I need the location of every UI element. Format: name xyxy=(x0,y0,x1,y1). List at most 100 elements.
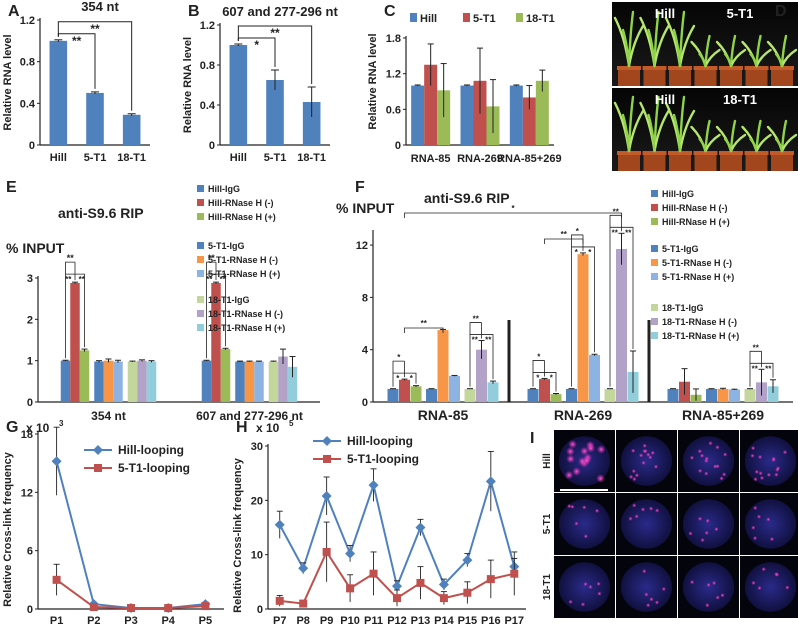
significance-label: * xyxy=(537,352,541,361)
x-tick-label: RNA-85+269 xyxy=(682,407,764,423)
chart-title: 354 nt xyxy=(81,0,119,14)
fluorescent-spot xyxy=(753,536,758,541)
fluorescent-spot xyxy=(642,569,647,574)
significance-label: ** xyxy=(752,364,759,373)
bar xyxy=(244,361,255,402)
bar xyxy=(268,361,279,402)
axis-multiplier-exponent: 3 xyxy=(59,419,64,428)
significance-label: * xyxy=(550,373,554,382)
data-point xyxy=(274,519,285,530)
legend-label: 18-T1-RNase H (+) xyxy=(662,331,739,341)
fluorescent-spot xyxy=(708,441,713,446)
bar xyxy=(94,361,104,402)
fluorescent-spot xyxy=(704,456,709,461)
fluorescent-spot xyxy=(785,585,790,590)
significance-bracket xyxy=(65,261,75,359)
chart-title: anti-S9.6 RIP xyxy=(424,190,510,206)
data-point xyxy=(51,456,62,467)
significance-bracket xyxy=(65,273,85,348)
bar xyxy=(410,386,422,402)
bar xyxy=(487,382,499,402)
significance-label: ** xyxy=(90,22,100,36)
bar xyxy=(566,388,577,402)
panel-letter-g: G xyxy=(6,419,18,436)
data-point xyxy=(415,522,426,533)
fluorescent-spot xyxy=(715,445,720,450)
fluorescent-spot xyxy=(595,508,600,513)
leaf xyxy=(723,52,733,68)
pot xyxy=(643,151,666,171)
pot-rim xyxy=(617,151,641,155)
x-tick-label: P10 xyxy=(340,615,360,624)
significance-label: ** xyxy=(67,253,75,263)
significance-label: * xyxy=(410,374,414,383)
y-tick-label: 1.8 xyxy=(386,33,401,45)
fluorescent-spot xyxy=(698,468,703,473)
fluorescent-spot xyxy=(700,453,705,458)
panel-d: Hill 5-T1 Hill 18-T1 xyxy=(612,2,798,171)
y-tick-label: 18 xyxy=(21,429,33,441)
fluorescent-spot xyxy=(705,603,710,608)
panel-letter-e: E xyxy=(6,179,17,196)
nucleus xyxy=(744,499,797,549)
micrograph-cell xyxy=(740,493,798,555)
significance-bracket xyxy=(750,362,774,378)
data-point xyxy=(392,581,402,592)
fluorescent-spot xyxy=(640,507,645,512)
bar xyxy=(729,389,740,402)
fluorescent-spot xyxy=(650,450,655,455)
bar xyxy=(211,282,221,402)
fluorescent-spot xyxy=(761,567,766,572)
bar xyxy=(527,388,539,402)
y-tick-label: 1.2 xyxy=(200,20,215,32)
x-tick-label: 354 nt xyxy=(91,409,126,423)
bar xyxy=(522,97,536,145)
bar xyxy=(70,282,80,402)
legend-label: 5-T1-IgG xyxy=(662,244,699,254)
fluorescent-spot xyxy=(655,600,660,605)
panel-letter-c: C xyxy=(384,3,396,20)
significance-bracket xyxy=(392,360,405,387)
legend-label: 5-T1-RNase H (+) xyxy=(662,272,734,282)
data-point xyxy=(299,599,308,608)
fluorescent-spot xyxy=(723,452,728,457)
legend-label: 18-T1 xyxy=(526,13,555,25)
significance-label: ** xyxy=(421,319,428,328)
legend-swatch xyxy=(197,242,204,249)
nucleus xyxy=(744,562,797,612)
fluorescent-spot xyxy=(751,446,756,451)
fluorescent-spot xyxy=(753,477,758,482)
fluorescent-spot xyxy=(769,537,774,542)
fluorescent-spot xyxy=(646,603,651,608)
y-axis-label: % INPUT xyxy=(6,240,65,256)
fluorescent-spot xyxy=(757,514,762,519)
leaf xyxy=(774,137,784,153)
legend-swatch xyxy=(197,199,204,206)
y-tick-label: 0 xyxy=(27,604,33,616)
pot-rim xyxy=(642,151,667,155)
x-tick-label: P1 xyxy=(50,615,63,624)
fluorescent-spot xyxy=(567,504,572,509)
photo-label-right: 5-T1 xyxy=(727,6,754,21)
legend-label: Hill-IgG xyxy=(208,184,240,194)
legend-label: 5-T1-RNase H (-) xyxy=(208,255,278,265)
significance-label: * xyxy=(536,373,540,382)
fluorescent-spot xyxy=(596,474,605,483)
micrograph-cell xyxy=(616,556,677,618)
fluorescent-spot xyxy=(715,464,720,469)
x-tick-label: 5-T1 xyxy=(264,152,287,164)
leaf xyxy=(621,113,631,153)
x-tick-label: P15 xyxy=(458,615,478,624)
x-tick-label: Hill xyxy=(230,152,247,164)
bar xyxy=(127,361,138,402)
data-point xyxy=(486,575,495,584)
y-tick-label: 12 xyxy=(21,487,33,499)
bar xyxy=(79,350,90,402)
micrograph-cell xyxy=(554,493,615,555)
data-point xyxy=(201,602,210,611)
pot xyxy=(694,66,717,86)
legend-label: Hill xyxy=(420,13,437,25)
fluorescent-spot xyxy=(568,599,573,604)
bar xyxy=(767,386,779,402)
